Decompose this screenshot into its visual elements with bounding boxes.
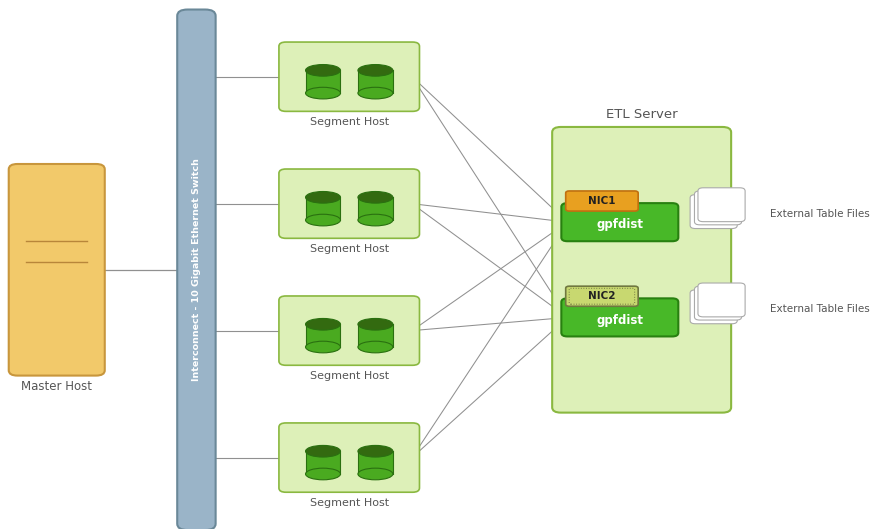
Ellipse shape — [358, 65, 393, 76]
Text: Segment Host: Segment Host — [310, 243, 388, 253]
FancyBboxPatch shape — [561, 203, 678, 241]
Bar — [306, 70, 340, 93]
FancyBboxPatch shape — [698, 283, 746, 317]
Text: Segment Host: Segment Host — [310, 497, 388, 507]
Text: Segment Host: Segment Host — [310, 370, 388, 380]
FancyBboxPatch shape — [9, 164, 105, 376]
FancyBboxPatch shape — [279, 423, 419, 492]
Ellipse shape — [306, 191, 340, 203]
Text: ETL Server: ETL Server — [606, 107, 677, 121]
FancyBboxPatch shape — [279, 42, 419, 112]
Text: Interconnect - 10 Gigabit Ethernet Switch: Interconnect - 10 Gigabit Ethernet Switc… — [192, 158, 201, 381]
FancyBboxPatch shape — [279, 296, 419, 365]
FancyBboxPatch shape — [695, 286, 742, 320]
Text: gpfdist: gpfdist — [596, 314, 643, 326]
Text: Segment Host: Segment Host — [310, 116, 388, 126]
Text: gpfdist: gpfdist — [596, 218, 643, 231]
Text: Master Host: Master Host — [21, 380, 93, 393]
Text: External Table Files: External Table Files — [771, 305, 870, 314]
FancyBboxPatch shape — [177, 10, 216, 529]
Ellipse shape — [358, 445, 393, 457]
FancyBboxPatch shape — [698, 188, 746, 222]
Bar — [358, 451, 393, 474]
FancyBboxPatch shape — [695, 191, 742, 225]
FancyBboxPatch shape — [553, 127, 731, 413]
Bar — [306, 451, 340, 474]
Ellipse shape — [358, 191, 393, 203]
Ellipse shape — [306, 214, 340, 226]
FancyBboxPatch shape — [690, 195, 737, 229]
Bar — [358, 324, 393, 347]
Bar — [306, 324, 340, 347]
Ellipse shape — [306, 468, 340, 480]
Bar — [306, 197, 340, 220]
Ellipse shape — [306, 445, 340, 457]
FancyBboxPatch shape — [279, 169, 419, 238]
Ellipse shape — [358, 468, 393, 480]
Ellipse shape — [358, 318, 393, 330]
Text: External Table Files: External Table Files — [771, 209, 870, 219]
Text: NIC1: NIC1 — [588, 196, 615, 206]
FancyBboxPatch shape — [566, 191, 638, 211]
Bar — [358, 197, 393, 220]
Bar — [358, 70, 393, 93]
Ellipse shape — [306, 87, 340, 99]
Ellipse shape — [358, 87, 393, 99]
Ellipse shape — [306, 65, 340, 76]
Ellipse shape — [306, 341, 340, 353]
Text: NIC2: NIC2 — [588, 291, 615, 301]
FancyBboxPatch shape — [561, 298, 678, 336]
Ellipse shape — [358, 341, 393, 353]
FancyBboxPatch shape — [690, 290, 737, 324]
Ellipse shape — [306, 318, 340, 330]
Ellipse shape — [358, 214, 393, 226]
FancyBboxPatch shape — [566, 286, 638, 306]
